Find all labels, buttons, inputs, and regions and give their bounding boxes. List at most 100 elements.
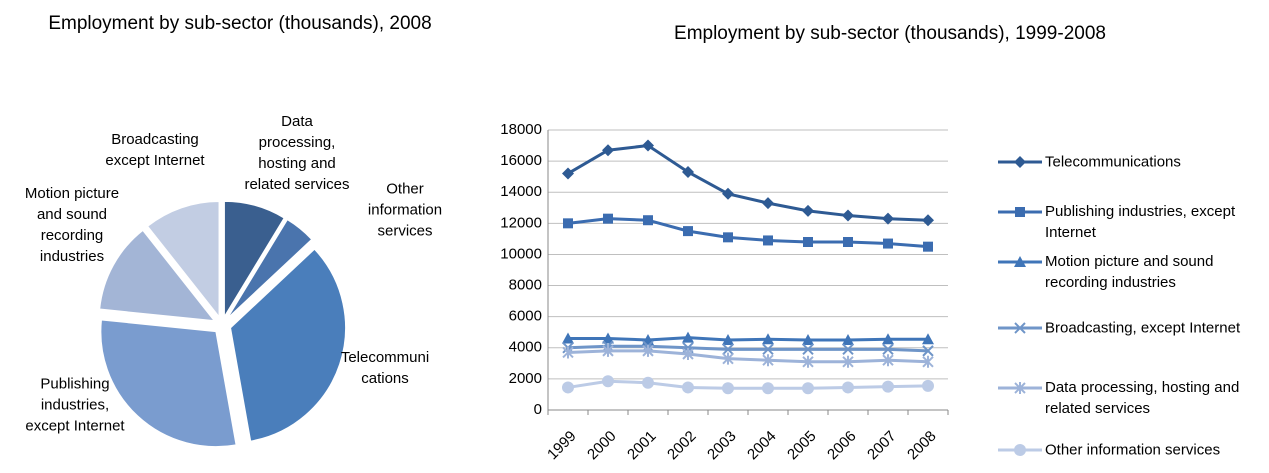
slice-label: Other information services xyxy=(367,180,443,240)
x-tick-label: 2002 xyxy=(664,428,700,464)
marker xyxy=(842,209,854,222)
marker xyxy=(562,381,574,394)
marker xyxy=(722,352,734,365)
legend-label: Other information services xyxy=(1045,441,1221,459)
marker xyxy=(722,382,734,395)
marker xyxy=(882,212,894,225)
marker xyxy=(642,139,654,152)
marker xyxy=(1014,444,1026,456)
marker xyxy=(883,238,893,249)
marker xyxy=(882,333,894,345)
y-tick-label: 4000 xyxy=(509,339,542,356)
legend-label: Motion picture and sound recording indus… xyxy=(1045,253,1214,291)
marker xyxy=(682,348,694,360)
marker xyxy=(843,237,853,247)
marker xyxy=(802,382,814,395)
pie-slice xyxy=(99,229,216,322)
y-tick-label: 8000 xyxy=(509,277,542,294)
marker xyxy=(842,343,854,356)
marker xyxy=(722,187,734,200)
marker xyxy=(762,197,774,210)
pie-slice xyxy=(100,319,237,448)
marker xyxy=(922,333,934,345)
marker xyxy=(922,355,934,368)
x-tick-label: 2003 xyxy=(704,428,740,464)
marker xyxy=(802,204,814,217)
marker xyxy=(602,375,614,388)
pie-slice xyxy=(230,248,347,442)
marker xyxy=(1015,207,1025,217)
marker xyxy=(842,334,854,345)
series-line xyxy=(567,349,929,364)
slice-label: Publishing industries, except Internet xyxy=(25,375,125,435)
marker xyxy=(1014,322,1026,334)
marker xyxy=(642,376,654,389)
marker xyxy=(1014,382,1026,394)
marker xyxy=(882,354,894,367)
marker xyxy=(563,218,573,229)
marker xyxy=(923,241,933,252)
series-line xyxy=(567,144,929,222)
x-tick-label: 2006 xyxy=(824,428,860,464)
pie-slice xyxy=(147,200,220,318)
marker xyxy=(602,332,614,344)
marker xyxy=(603,213,613,224)
marker xyxy=(562,332,574,344)
marker xyxy=(842,381,854,394)
chart-title: Employment by sub-sector (thousands), 19… xyxy=(674,23,1106,44)
marker xyxy=(602,344,614,357)
marker xyxy=(1014,156,1026,168)
marker xyxy=(922,379,934,392)
marker xyxy=(922,345,934,357)
marker xyxy=(562,167,574,180)
x-tick-label: 1999 xyxy=(544,428,580,464)
marker xyxy=(762,382,774,395)
pie-slice xyxy=(223,200,285,319)
pie-slice xyxy=(227,219,313,319)
marker xyxy=(922,214,934,227)
marker xyxy=(643,215,653,226)
y-tick-label: 10000 xyxy=(500,245,542,262)
y-tick-label: 16000 xyxy=(500,152,542,169)
legend-label: Broadcasting, except Internet xyxy=(1045,319,1241,337)
x-tick-label: 2004 xyxy=(744,428,780,464)
marker xyxy=(803,237,813,247)
y-tick-label: 2000 xyxy=(509,370,542,387)
legend-label: Publishing industries, except Internet xyxy=(1045,203,1236,241)
x-tick-label: 2008 xyxy=(904,428,940,464)
slice-label: Broadcasting except Internet xyxy=(105,131,205,169)
marker xyxy=(762,343,774,356)
x-tick-label: 2001 xyxy=(624,428,660,464)
slice-label: Telecommunications xyxy=(340,349,430,387)
y-tick-label: 12000 xyxy=(500,214,542,231)
y-tick-label: 6000 xyxy=(509,308,542,325)
series-line xyxy=(567,344,929,353)
series-line xyxy=(567,379,929,390)
marker xyxy=(763,235,773,246)
marker xyxy=(682,331,694,343)
x-tick-label: 2000 xyxy=(584,428,620,464)
marker xyxy=(642,344,654,357)
slice-label: Data processing, hosting and related ser… xyxy=(244,113,350,193)
legend-label: Data processing, hosting and related ser… xyxy=(1045,379,1240,417)
marker xyxy=(562,346,574,359)
marker xyxy=(842,355,854,368)
x-tick-label: 2005 xyxy=(784,428,820,464)
marker xyxy=(723,232,733,243)
y-tick-label: 14000 xyxy=(500,183,542,200)
x-tick-label: 2007 xyxy=(864,428,900,464)
chart-title: Employment by sub-sector (thousands), 20… xyxy=(48,13,432,34)
marker xyxy=(762,354,774,367)
marker xyxy=(802,355,814,368)
marker xyxy=(762,333,774,345)
series-line xyxy=(568,336,928,342)
series-line xyxy=(567,217,929,249)
slice-label: Motion picture and sound recording indus… xyxy=(24,185,120,265)
marker xyxy=(802,334,814,345)
y-tick-label: 18000 xyxy=(500,121,542,138)
y-tick-label: 0 xyxy=(534,401,542,418)
marker xyxy=(882,343,894,356)
marker xyxy=(682,381,694,394)
